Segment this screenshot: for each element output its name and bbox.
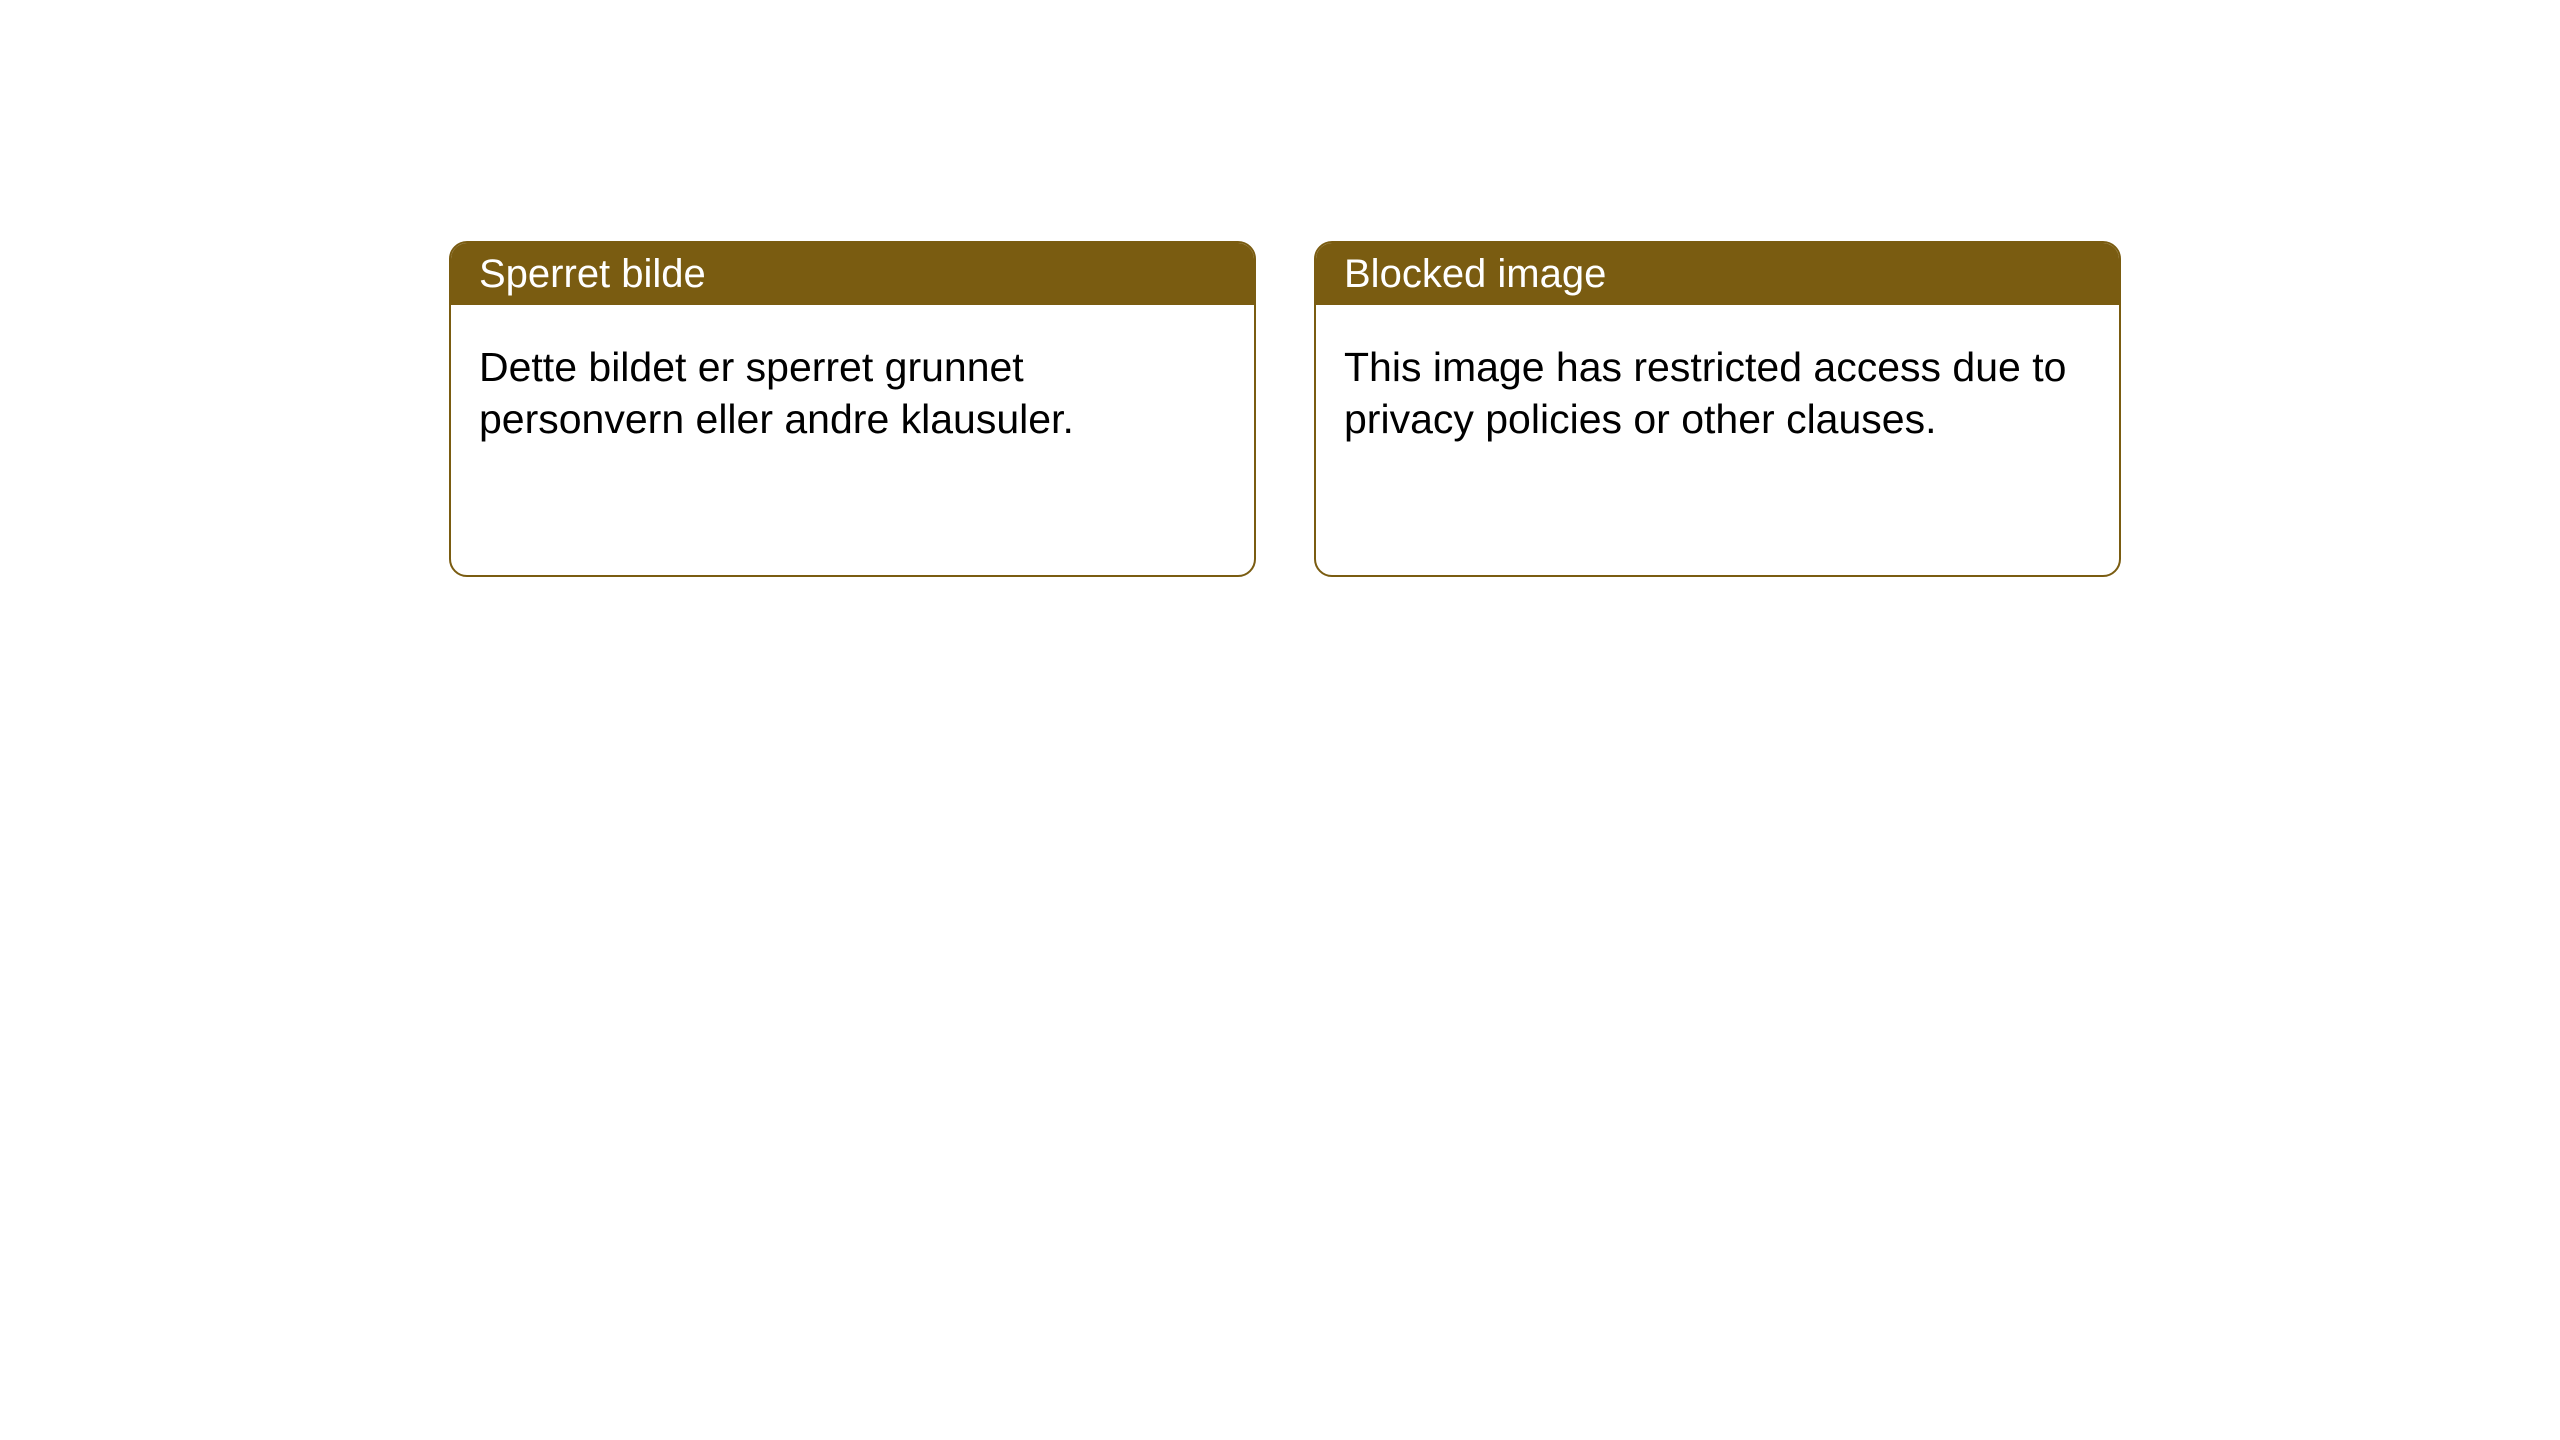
notice-body: This image has restricted access due to … (1316, 305, 2119, 482)
notice-card-norwegian: Sperret bilde Dette bildet er sperret gr… (449, 241, 1256, 577)
notice-card-english: Blocked image This image has restricted … (1314, 241, 2121, 577)
notice-header: Blocked image (1316, 243, 2119, 305)
notice-container: Sperret bilde Dette bildet er sperret gr… (0, 0, 2560, 577)
notice-body-text: This image has restricted access due to … (1344, 344, 2066, 442)
notice-body-text: Dette bildet er sperret grunnet personve… (479, 344, 1074, 442)
notice-title: Sperret bilde (479, 252, 706, 297)
notice-body: Dette bildet er sperret grunnet personve… (451, 305, 1254, 482)
notice-header: Sperret bilde (451, 243, 1254, 305)
notice-title: Blocked image (1344, 252, 1606, 297)
